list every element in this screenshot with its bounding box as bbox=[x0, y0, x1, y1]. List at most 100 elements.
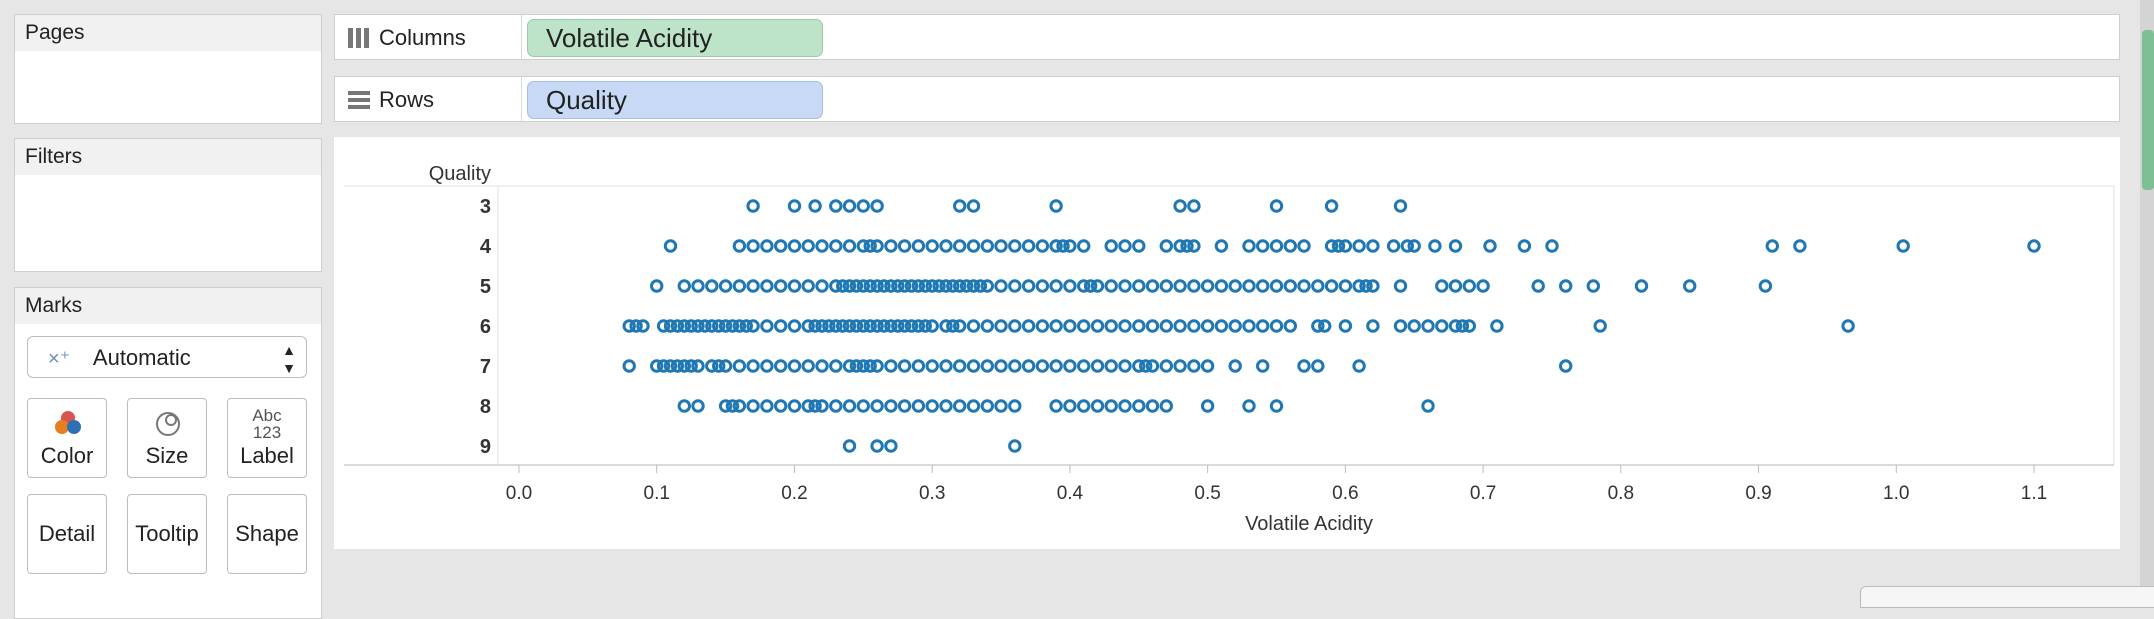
data-point[interactable] bbox=[2027, 239, 2041, 253]
label-button[interactable]: Abc 123 Label bbox=[227, 398, 307, 478]
data-point[interactable] bbox=[1228, 279, 1242, 293]
data-point[interactable] bbox=[897, 239, 912, 253]
data-point[interactable] bbox=[1559, 359, 1573, 373]
data-point[interactable] bbox=[911, 399, 926, 413]
data-point[interactable] bbox=[1008, 359, 1022, 373]
data-point[interactable] bbox=[939, 319, 953, 333]
data-point[interactable] bbox=[1008, 399, 1022, 413]
data-point[interactable] bbox=[953, 359, 967, 373]
data-point[interactable] bbox=[1173, 279, 1187, 293]
data-point[interactable] bbox=[691, 359, 705, 373]
data-point[interactable] bbox=[1200, 399, 1215, 413]
data-point[interactable] bbox=[636, 319, 650, 333]
data-point[interactable] bbox=[1049, 239, 1063, 253]
data-point[interactable] bbox=[1145, 319, 1160, 333]
data-point[interactable] bbox=[1634, 279, 1649, 293]
data-point[interactable] bbox=[746, 199, 760, 213]
data-point[interactable] bbox=[1490, 319, 1504, 333]
data-point[interactable] bbox=[953, 199, 967, 213]
data-point[interactable] bbox=[1338, 239, 1353, 253]
data-point[interactable] bbox=[1021, 319, 1036, 333]
data-point[interactable] bbox=[732, 359, 747, 373]
data-point[interactable] bbox=[1531, 279, 1545, 293]
data-point[interactable] bbox=[1455, 319, 1470, 333]
data-point[interactable] bbox=[1090, 399, 1105, 413]
data-point[interactable] bbox=[760, 399, 774, 413]
data-point[interactable] bbox=[1021, 359, 1036, 373]
volatile-acidity-pill[interactable]: Volatile Acidity bbox=[527, 19, 823, 57]
data-point[interactable] bbox=[966, 319, 981, 333]
data-point[interactable] bbox=[1256, 239, 1270, 253]
data-point[interactable] bbox=[732, 319, 747, 333]
data-point[interactable] bbox=[1063, 279, 1077, 293]
data-point[interactable] bbox=[897, 399, 912, 413]
data-point[interactable] bbox=[1758, 279, 1773, 293]
tooltip-button[interactable]: Tooltip bbox=[127, 494, 207, 574]
data-point[interactable] bbox=[815, 279, 829, 293]
data-point[interactable] bbox=[732, 279, 747, 293]
data-point[interactable] bbox=[705, 319, 719, 333]
data-point[interactable] bbox=[925, 239, 939, 253]
quality-pill[interactable]: Quality bbox=[527, 81, 823, 119]
data-point[interactable] bbox=[994, 239, 1008, 253]
data-point[interactable] bbox=[918, 319, 932, 333]
data-point[interactable] bbox=[1187, 319, 1201, 333]
data-point[interactable] bbox=[1297, 279, 1311, 293]
data-point[interactable] bbox=[842, 439, 857, 453]
data-point[interactable] bbox=[904, 319, 919, 333]
data-point[interactable] bbox=[849, 279, 864, 293]
data-point[interactable] bbox=[1104, 359, 1118, 373]
data-point[interactable] bbox=[774, 399, 788, 413]
data-point[interactable] bbox=[808, 399, 822, 413]
data-point[interactable] bbox=[822, 319, 836, 333]
data-point[interactable] bbox=[663, 359, 678, 373]
data-point[interactable] bbox=[622, 319, 636, 333]
data-point[interactable] bbox=[884, 279, 898, 293]
data-point[interactable] bbox=[1896, 239, 1910, 253]
data-point[interactable] bbox=[1448, 279, 1463, 293]
data-point[interactable] bbox=[1077, 399, 1091, 413]
data-point[interactable] bbox=[897, 279, 912, 293]
data-point[interactable] bbox=[1200, 279, 1215, 293]
data-point[interactable] bbox=[1324, 239, 1339, 253]
data-point[interactable] bbox=[1077, 239, 1091, 253]
data-point[interactable] bbox=[856, 359, 870, 373]
data-point[interactable] bbox=[1132, 359, 1146, 373]
data-point[interactable] bbox=[925, 359, 939, 373]
data-point[interactable] bbox=[994, 279, 1008, 293]
scrollbar-thumb[interactable] bbox=[2142, 30, 2154, 190]
data-point[interactable] bbox=[1118, 399, 1132, 413]
data-point[interactable] bbox=[1683, 279, 1697, 293]
data-point[interactable] bbox=[946, 279, 960, 293]
data-point[interactable] bbox=[994, 399, 1008, 413]
data-point[interactable] bbox=[1063, 319, 1077, 333]
data-point[interactable] bbox=[1187, 279, 1201, 293]
data-point[interactable] bbox=[698, 319, 712, 333]
data-point[interactable] bbox=[980, 279, 994, 293]
data-point[interactable] bbox=[1008, 319, 1022, 333]
data-point[interactable] bbox=[829, 199, 843, 213]
data-point[interactable] bbox=[1393, 199, 1408, 213]
data-point[interactable] bbox=[656, 319, 671, 333]
data-point[interactable] bbox=[732, 239, 747, 253]
data-point[interactable] bbox=[870, 399, 884, 413]
data-point[interactable] bbox=[856, 319, 870, 333]
data-point[interactable] bbox=[1393, 319, 1408, 333]
data-point[interactable] bbox=[1407, 319, 1421, 333]
data-point[interactable] bbox=[1283, 319, 1297, 333]
data-point[interactable] bbox=[801, 279, 815, 293]
data-point[interactable] bbox=[1256, 279, 1270, 293]
data-point[interactable] bbox=[829, 279, 843, 293]
data-point[interactable] bbox=[1187, 359, 1201, 373]
data-point[interactable] bbox=[1366, 279, 1380, 293]
data-point[interactable] bbox=[911, 359, 926, 373]
data-points[interactable] bbox=[622, 199, 2041, 453]
data-point[interactable] bbox=[911, 239, 926, 253]
data-point[interactable] bbox=[1318, 319, 1332, 333]
data-point[interactable] bbox=[1049, 279, 1063, 293]
data-point[interactable] bbox=[891, 319, 905, 333]
data-point[interactable] bbox=[718, 279, 733, 293]
data-point[interactable] bbox=[712, 359, 726, 373]
data-point[interactable] bbox=[1331, 239, 1346, 253]
data-point[interactable] bbox=[959, 279, 974, 293]
